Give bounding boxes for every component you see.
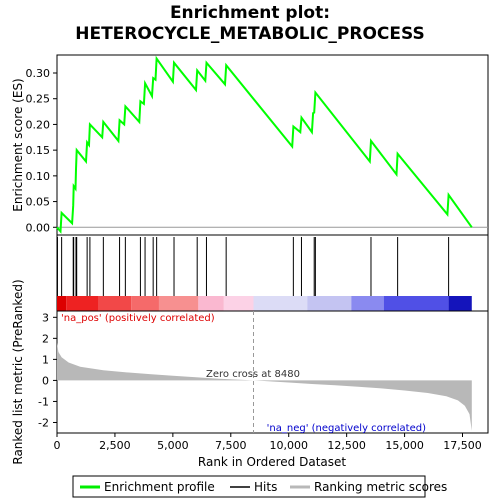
es-axis-label: Enrichment score (ES) <box>11 78 25 211</box>
metric-ytick-label: -2 <box>38 416 49 429</box>
legend-metric-label: Ranking metric scores <box>314 480 447 494</box>
chart-title-line2: HETEROCYCLE_METABOLIC_PROCESS <box>75 24 425 44</box>
x-tick-label: 10,000 <box>269 439 308 452</box>
bottom-panel-frame <box>56 310 489 434</box>
top-panel-frame <box>56 54 489 236</box>
legend-enrichment-label: Enrichment profile <box>104 480 215 494</box>
color-bar-segment <box>351 296 384 311</box>
metric-ytick-label: -1 <box>38 395 49 408</box>
metric-axis-label: Ranked list metric (PreRanked) <box>11 279 25 464</box>
es-ytick-label: 0.00 <box>26 221 51 234</box>
zero-cross-label: Zero cross at 8480 <box>206 369 300 380</box>
x-tick-label: 15,000 <box>385 439 424 452</box>
x-tick-label: 2,500 <box>99 439 131 452</box>
x-tick-label: 17,500 <box>443 439 482 452</box>
hits-panel <box>56 234 489 312</box>
color-bar-segment <box>198 296 224 311</box>
metric-ytick-label: 2 <box>42 332 49 345</box>
positive-correlation-label: 'na_pos' (positively correlated) <box>61 313 215 324</box>
color-bar-segment <box>158 296 199 311</box>
metric-ytick-label: 1 <box>42 353 49 366</box>
x-tick-label: 5,000 <box>157 439 189 452</box>
es-ytick-label: 0.05 <box>26 196 51 209</box>
enrichment-score-panel: 0.00 0.05 0.10 0.15 0.20 0.25 0.30 Enrichment … <box>11 54 489 236</box>
color-bar-segment <box>253 296 308 311</box>
x-tick-label: 7,500 <box>215 439 247 452</box>
color-bar-segment <box>307 296 352 311</box>
x-axis-label: Rank in Ordered Dataset <box>198 455 346 469</box>
es-ytick-label: 0.30 <box>26 67 51 80</box>
enrichment-profile-line <box>56 55 473 234</box>
x-tick-label: 0 <box>54 439 61 452</box>
color-bar-segment <box>57 296 67 311</box>
color-bar-segment <box>98 296 132 311</box>
metric-ytick-label: 3 <box>42 311 49 324</box>
es-ytick-label: 0.25 <box>26 93 51 106</box>
negative-correlation-label: 'na_neg' (negatively correlated) <box>267 423 426 434</box>
legend: Enrichment profile Hits Ranking metric s… <box>72 475 447 498</box>
color-bar-segment <box>66 296 99 311</box>
color-bar-segment <box>383 296 449 311</box>
chart-title-line1: Enrichment plot: <box>170 3 330 23</box>
es-ytick-label: 0.10 <box>26 170 51 183</box>
ranking-metric-area <box>57 342 472 431</box>
color-bar-segment <box>223 296 254 311</box>
metric-ytick-label: 0 <box>42 374 49 387</box>
color-bar-segment <box>448 296 472 311</box>
es-ytick-label: 0.20 <box>26 118 51 131</box>
x-tick-label: 12,500 <box>327 439 366 452</box>
ranked-metric-panel: -2 -1 0 1 2 3 0 2,500 5,000 7,500 10,000 12,500 15,… <box>11 279 489 469</box>
es-ytick-label: 0.15 <box>26 144 51 157</box>
color-bar-segment <box>131 296 159 311</box>
legend-hits-label: Hits <box>254 480 277 494</box>
